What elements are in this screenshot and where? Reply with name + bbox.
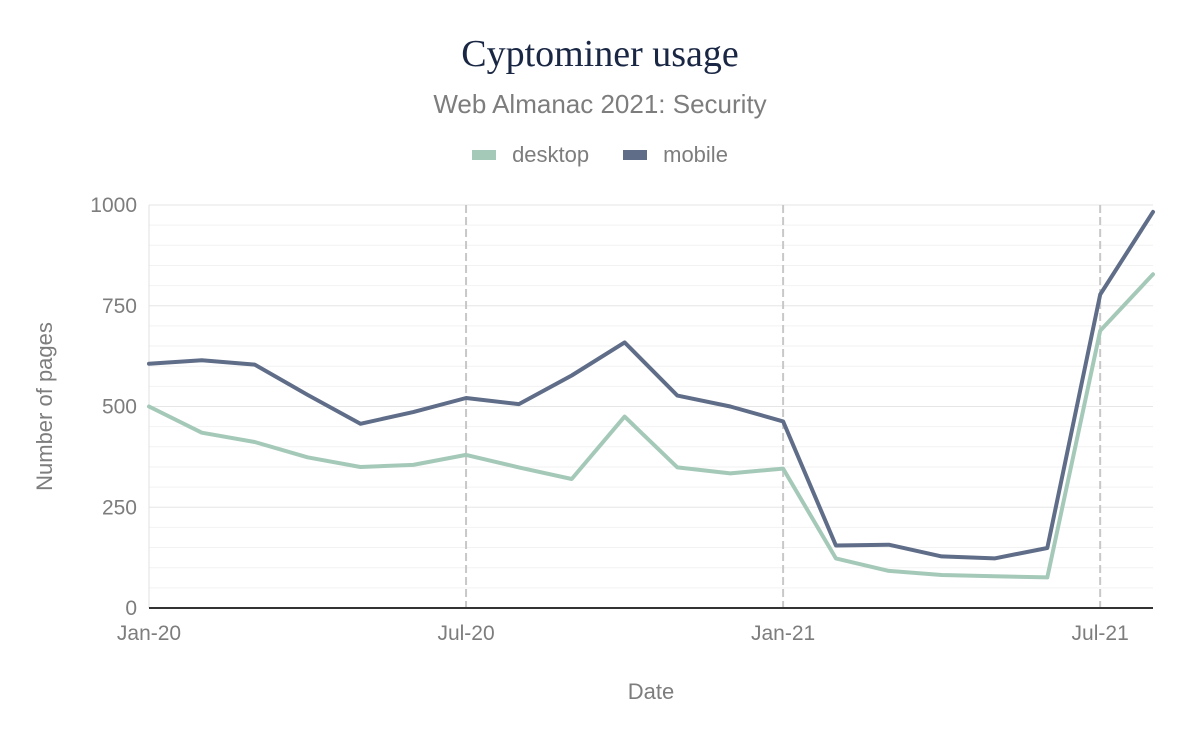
x-axis-title: Date <box>628 679 674 704</box>
legend-label-mobile: mobile <box>663 142 728 167</box>
y-tick-label: 250 <box>102 496 137 519</box>
series-line-desktop[interactable] <box>147 272 1155 580</box>
series-layer <box>147 209 1155 580</box>
grid-layer <box>148 204 1153 608</box>
legend-item-desktop[interactable]: desktop <box>472 142 589 168</box>
x-tick-label: Jul-20 <box>437 622 494 645</box>
x-tick-label: Jan-21 <box>751 622 815 645</box>
y-tick-label: 1000 <box>90 194 137 217</box>
y-tick-label: 500 <box>102 396 137 419</box>
legend-label-desktop: desktop <box>512 142 590 167</box>
y-tick-label: 0 <box>125 597 137 620</box>
chart-legend: desktop mobile <box>0 142 1200 168</box>
legend-swatch-mobile <box>623 150 648 160</box>
legend-swatch-desktop <box>472 150 497 160</box>
x-tick-label: Jul-21 <box>1072 622 1129 645</box>
legend-item-mobile[interactable]: mobile <box>623 142 728 168</box>
x-tick-label: Jan-20 <box>117 622 181 645</box>
chart-title: Cyptominer usage <box>461 33 739 75</box>
y-axis-title: Number of pages <box>32 322 57 491</box>
chart-subtitle: Web Almanac 2021: Security <box>433 89 767 119</box>
y-tick-label: 750 <box>102 295 137 318</box>
axis-layer: 0 250 500 750 1000 Jan-20 Jul-20 Jan-21 Jul-21 <box>90 194 1153 645</box>
series-line-mobile[interactable] <box>147 209 1155 561</box>
